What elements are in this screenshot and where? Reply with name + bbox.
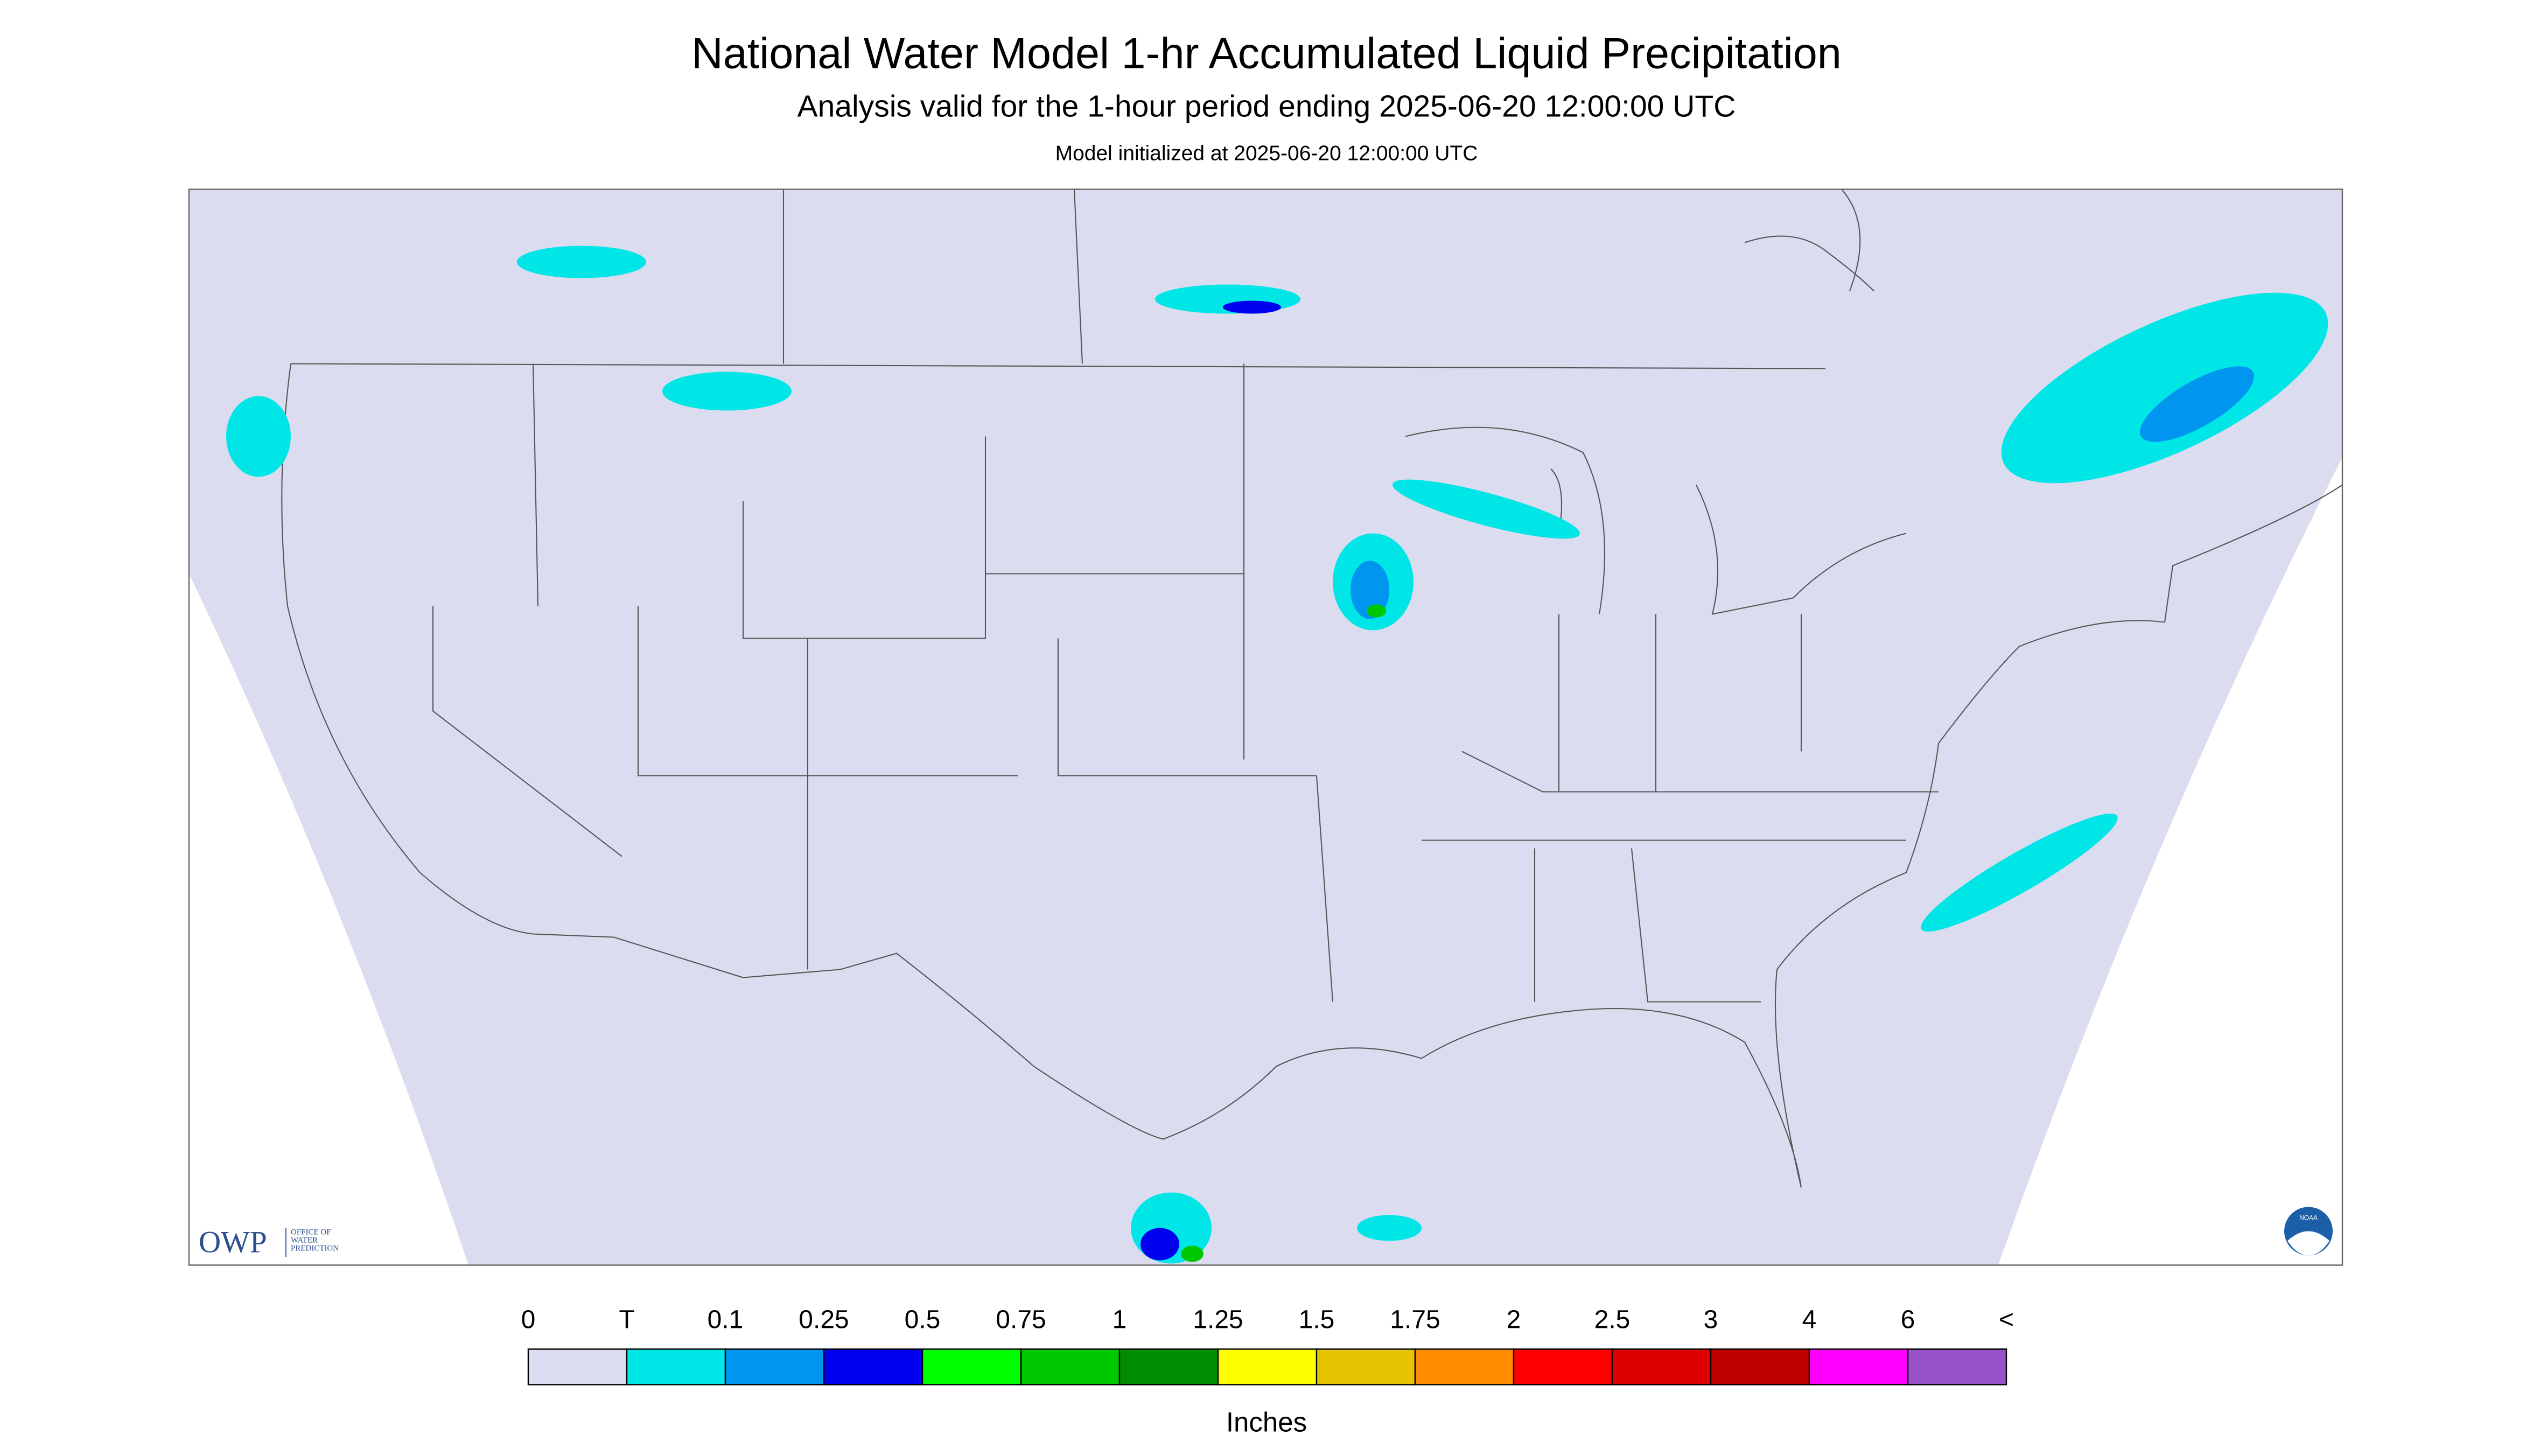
legend: 0 T 0.1 0.25 0.5 0.75 1 1.25 1.5 1.75 2 2.5 3 4 6 < bbox=[521, 1306, 2014, 1385]
owp-logo-line: OFFICE OF bbox=[291, 1228, 331, 1237]
legend-swatch bbox=[823, 1348, 923, 1385]
precip-area bbox=[1357, 1215, 1422, 1241]
subtitle: Analysis valid for the 1-hour period end… bbox=[797, 89, 1736, 124]
precip-area bbox=[2001, 292, 2328, 484]
legend-swatch bbox=[626, 1348, 726, 1385]
legend-label: 1 bbox=[1112, 1306, 1127, 1334]
legend-swatch bbox=[527, 1348, 628, 1385]
projection-edge bbox=[1998, 457, 2342, 1265]
title: National Water Model 1-hr Accumulated Li… bbox=[691, 30, 1842, 78]
legend-label: 0.5 bbox=[905, 1306, 941, 1334]
legend-label: 1.75 bbox=[1390, 1306, 1440, 1334]
legend-swatch bbox=[1513, 1348, 1613, 1385]
legend-label: 3 bbox=[1704, 1306, 1718, 1334]
legend-label: 0.75 bbox=[996, 1306, 1046, 1334]
map-frame bbox=[188, 188, 2343, 1266]
precip-area bbox=[1921, 813, 2118, 932]
legend-label: 0.25 bbox=[799, 1306, 849, 1334]
legend-label: 0.1 bbox=[708, 1306, 744, 1334]
map-background bbox=[189, 189, 2342, 1265]
legend-label: 2 bbox=[1507, 1306, 1521, 1334]
precip-area bbox=[1181, 1245, 1203, 1262]
legend-label: 6 bbox=[1901, 1306, 1915, 1334]
legend-label: 4 bbox=[1802, 1306, 1817, 1334]
legend-swatch bbox=[1217, 1348, 1318, 1385]
precip-area bbox=[1140, 1228, 1179, 1261]
legend-label: 1.5 bbox=[1299, 1306, 1335, 1334]
owp-logo-line: PREDICTION bbox=[291, 1244, 339, 1253]
precip-area bbox=[517, 246, 646, 278]
precip-area bbox=[1223, 300, 1281, 314]
legend-swatch bbox=[1710, 1348, 1810, 1385]
legend-label: 2.5 bbox=[1594, 1306, 1631, 1334]
precip-area bbox=[1351, 561, 1389, 619]
precip-area bbox=[662, 372, 792, 411]
legend-label: < bbox=[1999, 1306, 2014, 1334]
precipitation bbox=[226, 246, 2328, 1264]
owp-logo: OWP bbox=[199, 1226, 267, 1259]
legend-swatch bbox=[921, 1348, 1022, 1385]
noaa-logo-text: NOAA bbox=[2299, 1214, 2318, 1222]
legend-swatch bbox=[1118, 1348, 1219, 1385]
init-time: Model initialized at 2025-06-20 12:00:00… bbox=[1055, 142, 1478, 165]
legend-swatch bbox=[1907, 1348, 2007, 1385]
legend-swatch bbox=[724, 1348, 825, 1385]
legend-swatch bbox=[1020, 1348, 1121, 1385]
precip-area bbox=[1392, 479, 1580, 539]
legend-swatch bbox=[1611, 1348, 1712, 1385]
precip-area bbox=[1367, 604, 1386, 618]
legend-label: 0 bbox=[521, 1306, 536, 1334]
legend-swatch bbox=[1808, 1348, 1909, 1385]
precip-area bbox=[226, 396, 291, 477]
legend-swatch bbox=[1316, 1348, 1416, 1385]
legend-swatch bbox=[1414, 1348, 1515, 1385]
owp-logo-line: WATER bbox=[291, 1236, 318, 1245]
precip-area bbox=[2139, 366, 2255, 442]
legend-label: T bbox=[619, 1306, 634, 1334]
legend-label: 1.25 bbox=[1193, 1306, 1243, 1334]
noaa-logo-wave bbox=[2287, 1231, 2329, 1256]
projection-edge bbox=[189, 573, 468, 1265]
legend-units: Inches bbox=[1226, 1407, 1307, 1438]
boundaries bbox=[281, 188, 2343, 1188]
